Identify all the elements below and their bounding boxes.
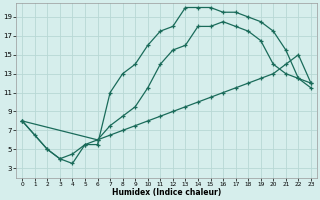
X-axis label: Humidex (Indice chaleur): Humidex (Indice chaleur): [112, 188, 221, 197]
